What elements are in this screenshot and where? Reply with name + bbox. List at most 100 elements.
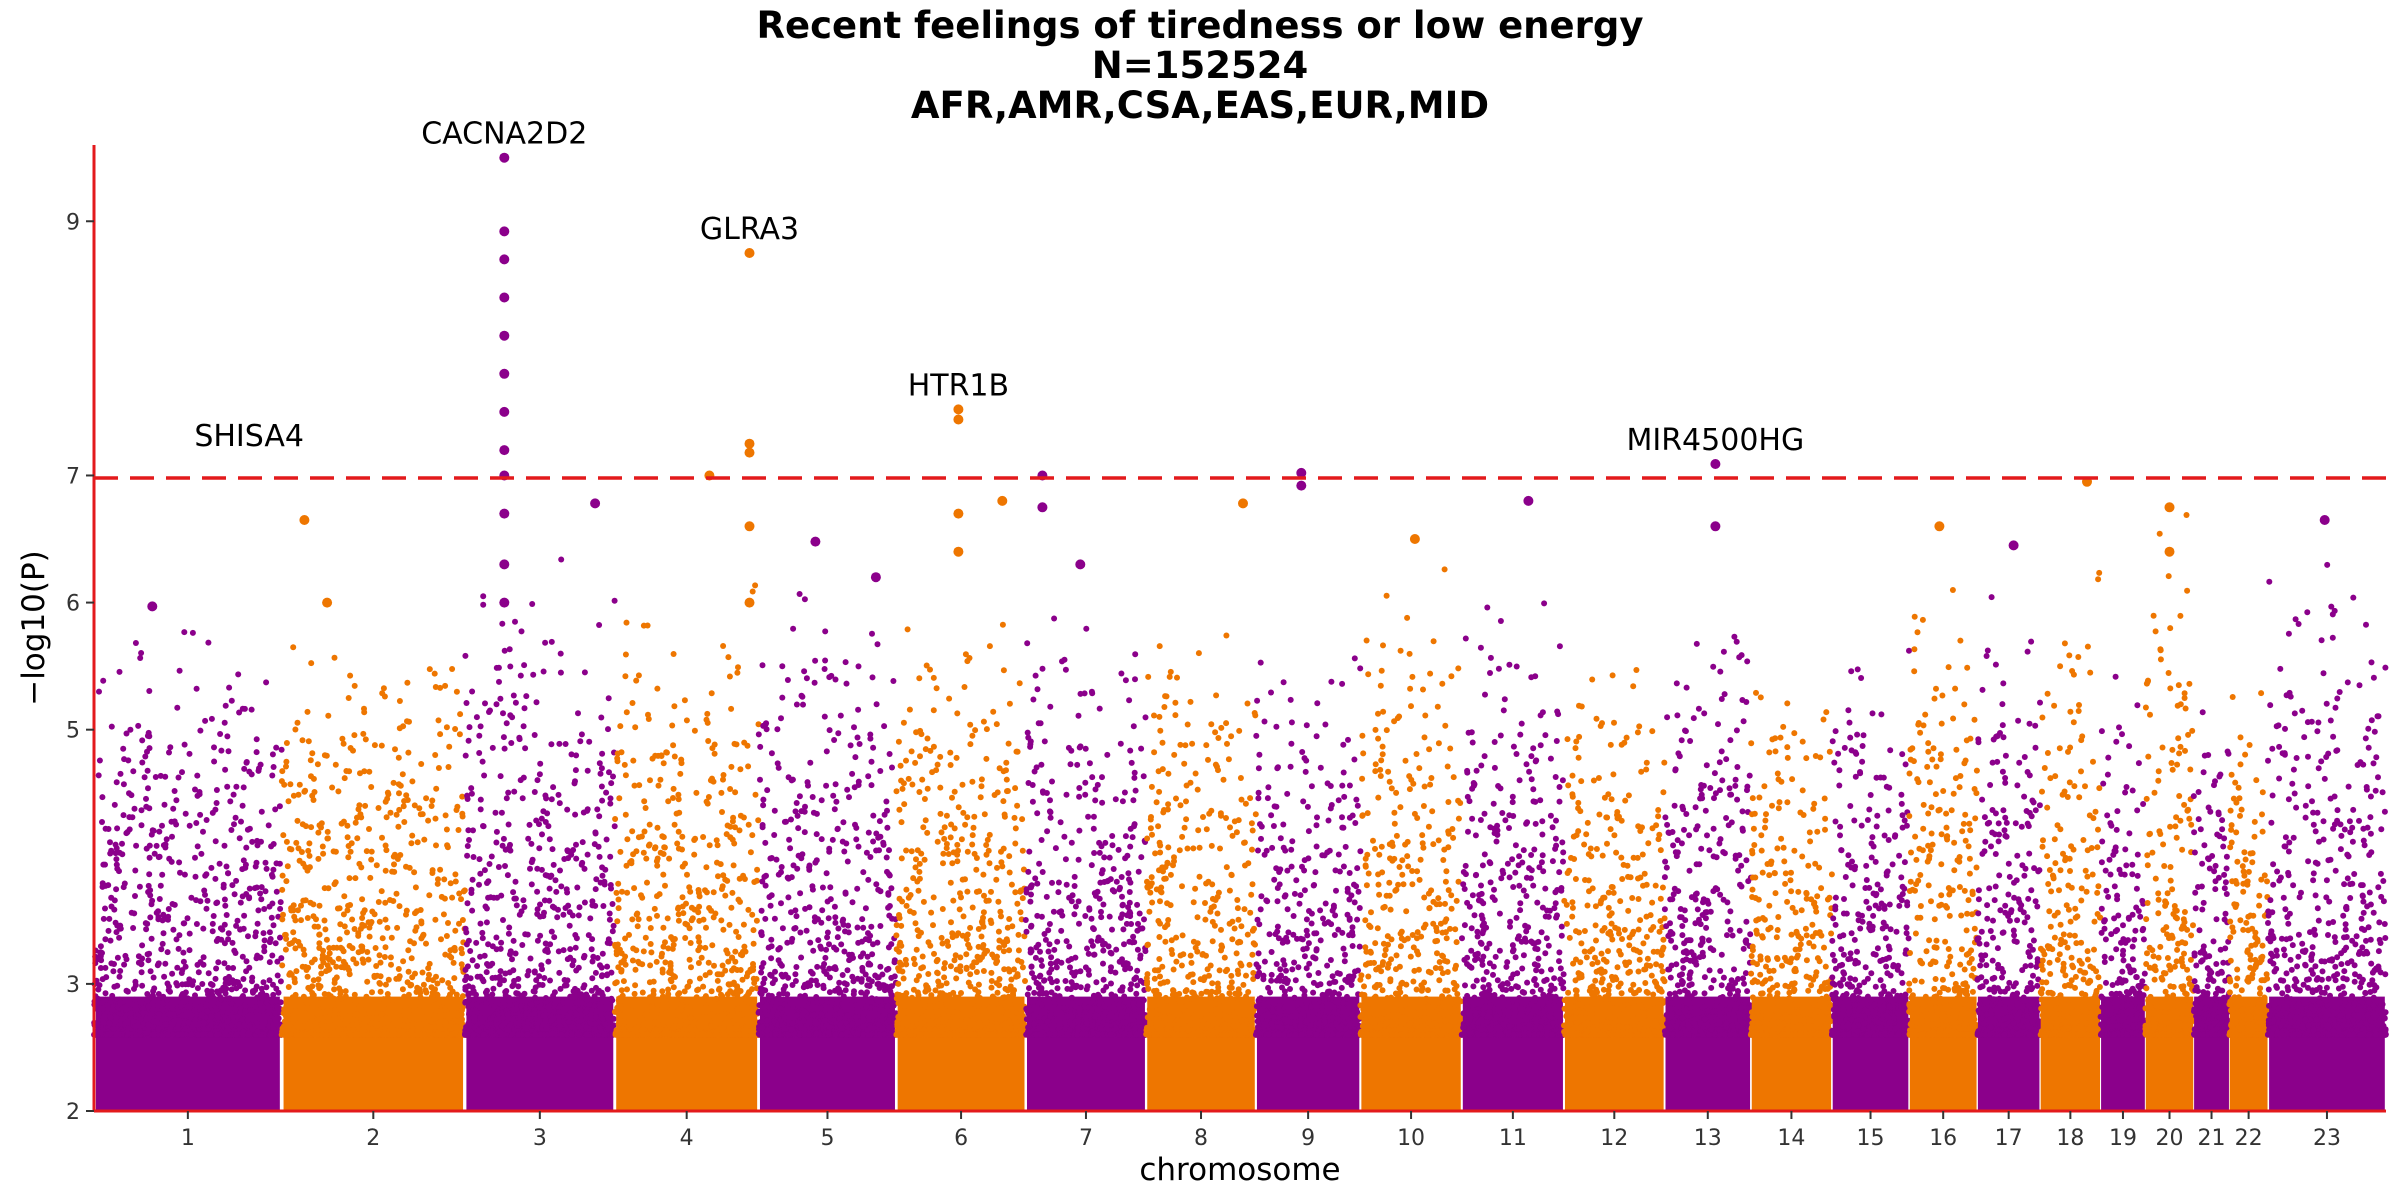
chromosome-4-point xyxy=(662,883,668,889)
chromosome-2-point xyxy=(366,925,372,931)
chromosome-1-point xyxy=(210,921,216,927)
chromosome-1-point xyxy=(241,857,247,863)
chromosome-2-point xyxy=(403,864,409,870)
chromosome-3-point xyxy=(573,945,579,951)
chromosome-3-point xyxy=(469,908,475,914)
chromosome-3-point xyxy=(501,734,507,740)
chromosome-2-point xyxy=(413,884,419,890)
chromosome-1-point xyxy=(213,976,219,982)
chromosome-3-point xyxy=(585,852,591,858)
chromosome-3-point xyxy=(549,639,555,645)
chromosome-2-point xyxy=(452,726,458,732)
chromosome-2-point xyxy=(389,1031,395,1037)
chromosome-2-point xyxy=(319,1016,325,1022)
chromosome-2-point xyxy=(312,957,318,963)
chromosome-4-point xyxy=(754,867,760,873)
chromosome-1-point xyxy=(242,865,248,871)
chromosome-2-point xyxy=(429,984,435,990)
chromosome-1-point xyxy=(257,891,263,897)
chromosome-1-point xyxy=(106,916,112,922)
chromosome-2-point xyxy=(346,843,352,849)
chromosome-1-point xyxy=(240,893,246,899)
chromosome-2-point xyxy=(391,861,397,867)
chromosome-3-point xyxy=(563,741,569,747)
chromosome-1-point xyxy=(244,759,250,765)
chromosome-3-point xyxy=(528,841,534,847)
chromosome-3-point xyxy=(476,733,482,739)
chromosome-4-point xyxy=(679,834,685,840)
chromosome-3-point xyxy=(577,904,583,910)
chromosome-2-point xyxy=(364,949,370,955)
chromosome-2-point xyxy=(408,982,414,988)
chromosome-3-point xyxy=(504,720,510,726)
chromosome-2-point xyxy=(391,1013,397,1019)
chromosome-4-point xyxy=(633,1007,639,1013)
chromosome-3-point xyxy=(463,753,469,759)
chromosome-1-point xyxy=(111,984,117,990)
chromosome-2-point xyxy=(446,995,452,1001)
chromosome-1-point xyxy=(210,928,216,934)
chromosome-1-point xyxy=(225,870,231,876)
chromosome-1-point xyxy=(125,1025,131,1031)
chromosome-1-point xyxy=(136,953,142,959)
chromosome-2-point xyxy=(337,921,343,927)
chromosome-1-point xyxy=(113,1014,119,1020)
chromosome-1-point xyxy=(104,1002,110,1008)
chromosome-3-point xyxy=(521,775,527,781)
chromosome-4-point xyxy=(614,890,620,896)
chromosome-3-point xyxy=(556,970,562,976)
chromosome-2-point xyxy=(283,936,289,942)
chromosome-4-point xyxy=(629,828,635,834)
chromosome-2-point xyxy=(397,903,403,909)
chromosome-2-point xyxy=(406,1008,412,1014)
chromosome-3-point xyxy=(604,972,610,978)
chromosome-1-point xyxy=(107,1031,113,1037)
chromosome-1-point xyxy=(166,906,172,912)
chromosome-2-point xyxy=(418,920,424,926)
chromosome-1-point xyxy=(145,785,151,791)
chromosome-2-point xyxy=(456,827,462,833)
chromosome-4-point xyxy=(732,789,738,795)
chromosome-3-point xyxy=(515,983,521,989)
chromosome-1-point xyxy=(100,678,106,684)
chromosome-1-point xyxy=(255,1029,261,1035)
chromosome-2-point xyxy=(442,683,448,689)
chromosome-1-point xyxy=(235,671,241,677)
chromosome-2-point xyxy=(461,888,467,894)
chromosome-1-point xyxy=(139,942,145,948)
chromosome-2-point xyxy=(401,819,407,825)
chromosome-3-point xyxy=(464,941,470,947)
chromosome-1-point xyxy=(222,843,228,849)
chromosome-4-point xyxy=(645,623,651,629)
chromosome-2-point xyxy=(382,954,388,960)
chromosome-1-point xyxy=(197,812,203,818)
chromosome-3-point xyxy=(547,978,553,984)
chromosome-1-point xyxy=(113,856,119,862)
chromosome-2-point xyxy=(409,833,415,839)
chromosome-1-point xyxy=(202,1031,208,1037)
chromosome-1-point xyxy=(271,922,277,928)
chromosome-2-point xyxy=(369,1026,375,1032)
chromosome-1-point xyxy=(97,758,103,764)
chromosome-3-point xyxy=(606,695,612,701)
chromosome-1-point xyxy=(135,1022,141,1028)
chromosome-3-point xyxy=(572,1026,578,1032)
chromosome-3-point xyxy=(543,941,549,947)
chromosome-4-point xyxy=(647,822,653,828)
chromosome-3-point xyxy=(525,972,531,978)
chromosome-3-point xyxy=(512,619,518,625)
chromosome-4-point xyxy=(728,706,734,712)
chromosome-1-point xyxy=(233,1032,239,1038)
chromosome-3-point xyxy=(607,911,613,917)
chromosome-3-point xyxy=(582,900,588,906)
chromosome-1-point xyxy=(179,970,185,976)
chromosome-1-point xyxy=(106,1020,112,1026)
chromosome-1-point xyxy=(175,998,181,1004)
chromosome-2-point xyxy=(360,910,366,916)
chromosome-1-point xyxy=(278,899,284,905)
chromosome-3-point xyxy=(558,651,564,657)
chromosome-2-point xyxy=(320,851,326,857)
chromosome-2-point xyxy=(284,839,290,845)
chromosome-4-point xyxy=(741,944,747,950)
chromosome-3-point xyxy=(502,863,508,869)
